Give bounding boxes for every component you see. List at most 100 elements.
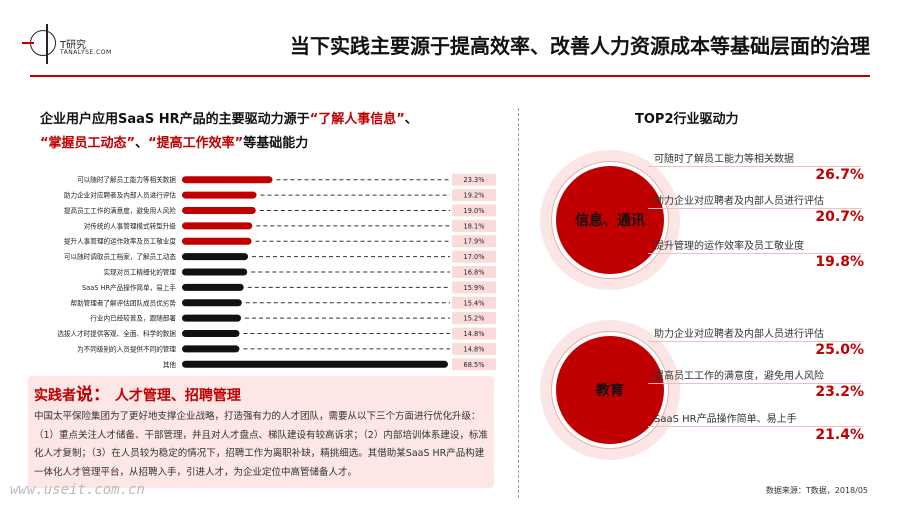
category-label: 提高员工工作的满意度，避免用人风险 <box>64 206 176 215</box>
value-label-bg <box>452 189 496 202</box>
driver-value: 21.4% <box>815 427 864 443</box>
category-label: 对传统的人事管理模式转型升级 <box>84 221 177 230</box>
item-underline <box>648 341 862 342</box>
chart-title-text: 企业用户应用SaaS HR产品的主要驱动力源于 <box>40 112 310 127</box>
value-label: 17.0% <box>464 253 485 261</box>
driver-value: 26.7% <box>815 167 864 183</box>
bar <box>182 360 448 368</box>
driver-item: 助力企业对应聘者及内部人员进行评估 25.0% <box>648 325 864 365</box>
watermark: www.useit.com.cn <box>10 482 145 498</box>
chart-title-highlight: “提高工作效率” <box>148 136 244 151</box>
bar <box>182 206 256 214</box>
driver-value: 19.8% <box>815 254 864 270</box>
driver-item: 提高员工工作的满意度，避免用人风险 23.2% <box>648 367 864 407</box>
category-label: SaaS HR产品操作简单，易上手 <box>82 283 176 292</box>
driver-label: SaaS HR产品操作简单、易上手 <box>654 414 797 425</box>
bar <box>182 268 248 276</box>
value-label: 68.5% <box>464 361 485 369</box>
bar <box>182 330 240 338</box>
item-underline <box>648 208 862 209</box>
practitioner-topic: 人才管理、招聘管理 <box>110 388 241 404</box>
bar <box>182 314 242 322</box>
category-label: 行业内已经较普及，跟随部署 <box>90 314 176 323</box>
value-label: 14.8% <box>464 330 485 338</box>
category-label: 其他 <box>163 360 177 369</box>
practitioner-box <box>28 376 494 488</box>
value-label-bg <box>452 312 496 325</box>
bar-chart: 可以随时了解员工能力等相关数据 23.3% 助力企业对应聘者及内部人员进行评估 19.… <box>57 173 496 371</box>
driver-item: 可随时了解员工能力等相关数据 26.7% <box>648 150 864 190</box>
bar <box>182 237 252 245</box>
practitioner-heading: 实践者说： 人才管理、招聘管理 <box>34 380 241 405</box>
category-label: 可以随时调取员工档案，了解员工动态 <box>64 252 176 261</box>
chart-title-line1: 企业用户应用SaaS HR产品的主要驱动力源于“了解人事信息”、 <box>40 108 500 132</box>
value-label: 19.0% <box>464 207 485 215</box>
bar <box>182 191 257 199</box>
value-label: 14.8% <box>464 345 485 353</box>
bar <box>182 176 273 184</box>
category-label: 提升人事管理的运作效率及员工敬业度 <box>64 237 176 246</box>
chart-title-highlight: “了解人事信息” <box>309 112 405 127</box>
value-label-bg <box>452 296 496 309</box>
chart-title-text: 、 <box>404 112 418 127</box>
logo-accent <box>22 42 34 44</box>
driver-label: 提升管理的运作效率及员工敬业度 <box>654 241 804 252</box>
item-underline <box>648 166 862 167</box>
driver-label: 提高员工工作的满意度，避免用人风险 <box>654 371 824 382</box>
chart-title: 企业用户应用SaaS HR产品的主要驱动力源于“了解人事信息”、 “掌握员工动态… <box>40 108 500 156</box>
driver-label: 助力企业对应聘者及内部人员进行评估 <box>654 329 824 340</box>
chart-title-text: 等基础能力 <box>243 136 309 151</box>
driver-item: 助力企业对应聘者及内部人员进行评估 20.7% <box>648 192 864 232</box>
industry-circle-ict: 信息、通讯 <box>552 162 668 278</box>
driver-item: 提升管理的运作效率及员工敬业度 19.8% <box>648 237 864 277</box>
driver-value: 23.2% <box>815 384 864 400</box>
category-label: 可以随时了解员工能力等相关数据 <box>77 175 176 184</box>
value-label-bg <box>452 327 496 340</box>
industry-label: 信息、通讯 <box>575 213 645 229</box>
category-label: 为不同级别的人员提供不同的管理 <box>77 344 176 353</box>
value-label-bg <box>452 281 496 294</box>
driver-item: SaaS HR产品操作简单、易上手 21.4% <box>648 410 864 450</box>
value-label-bg <box>452 173 496 186</box>
value-label: 18.1% <box>464 222 485 230</box>
practitioner-label: 实践者 <box>34 388 76 404</box>
value-label-bg <box>452 235 496 248</box>
value-label-bg <box>452 266 496 278</box>
item-underline <box>648 426 862 427</box>
value-label: 15.9% <box>464 284 485 292</box>
bar <box>182 345 240 353</box>
data-source: 数据来源：T数据，2018/05 <box>765 486 868 495</box>
logo-bar <box>46 24 48 64</box>
practitioner-text: 中国太平保险集团为了更好地支撑企业战略，打造强有力的人才团队，需要从以下三个方面… <box>34 411 488 478</box>
driver-value: 20.7% <box>815 209 864 225</box>
value-label: 16.8% <box>464 269 485 277</box>
value-label: 15.2% <box>464 315 485 323</box>
value-label: 23.3% <box>464 176 485 184</box>
industry-circle-education: 教育 <box>552 332 668 448</box>
chart-title-line2: “掌握员工动态”、“提高工作效率”等基础能力 <box>40 132 500 156</box>
bar <box>182 299 242 307</box>
driver-value: 25.0% <box>815 342 864 358</box>
value-label-bg <box>452 204 496 217</box>
logo-name: T研究 <box>60 40 87 51</box>
chart-title-highlight: “掌握员工动态” <box>40 136 136 151</box>
bar <box>182 283 244 291</box>
page-title: 当下实践主要源于提高效率、改善人力资源成本等基础层面的治理 <box>290 34 870 58</box>
driver-label: 可随时了解员工能力等相关数据 <box>654 154 794 165</box>
title-divider <box>30 75 870 77</box>
category-label: 帮助管理者了解评估团队成员优劣势 <box>71 298 177 307</box>
value-label-bg <box>452 358 496 371</box>
vertical-divider <box>518 108 519 498</box>
logo-sub: TANALYSE.COM <box>60 49 112 56</box>
value-label: 17.9% <box>464 238 485 246</box>
category-label: 助力企业对应聘者及内部人员进行评估 <box>64 191 176 200</box>
value-label-bg <box>452 219 496 232</box>
category-label: 实现对员工精细化的管理 <box>103 268 176 277</box>
value-label-bg <box>452 342 496 355</box>
value-label: 15.4% <box>464 299 485 307</box>
chart-title-text: 、 <box>135 136 149 151</box>
logo: T研究 TANALYSE.COM <box>22 24 132 64</box>
industry-label: 教育 <box>596 383 624 399</box>
bar <box>182 253 249 261</box>
value-label: 19.2% <box>464 192 485 200</box>
